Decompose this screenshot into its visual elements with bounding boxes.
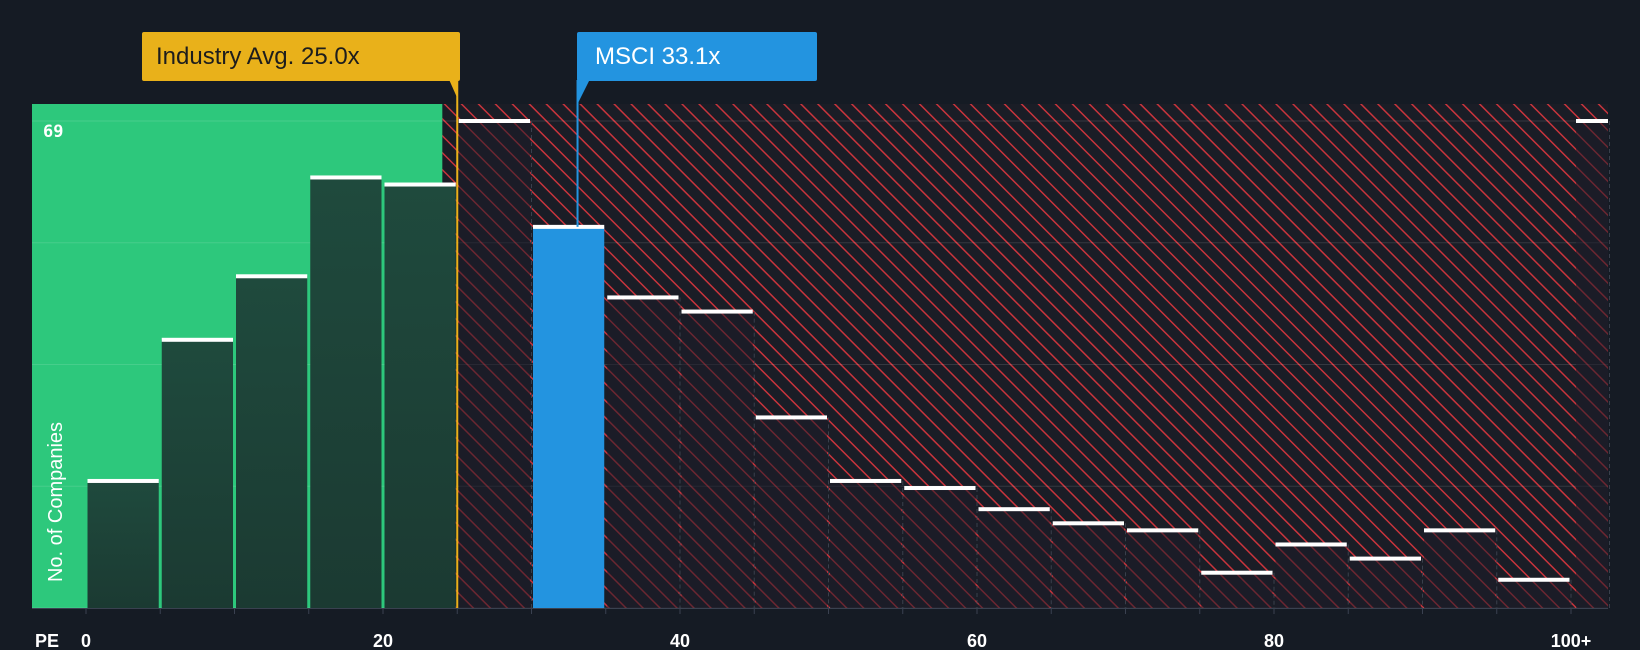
industry-avg-pointer [449, 80, 458, 98]
y-tick-label: 69 [43, 122, 63, 142]
bar-5-10 [161, 339, 233, 608]
bar-30-35 [533, 226, 605, 608]
bar-top-70 [1127, 528, 1199, 533]
bar-15-20 [310, 177, 382, 608]
bar-top-50 [830, 478, 902, 483]
bar-75-80 [1201, 572, 1273, 608]
x-tick-label: 0 [81, 631, 91, 650]
bar-70-75 [1127, 530, 1199, 608]
industry-avg-callout: Industry Avg. 25.0x [142, 32, 460, 81]
y-axis-label: No. of Companies [45, 422, 67, 582]
bar-top-90 [1424, 528, 1496, 533]
bar-top-65 [1052, 521, 1124, 526]
bar-90-95 [1424, 530, 1496, 608]
bar-top-100 [1576, 119, 1608, 123]
industry-avg-label: Industry Avg. 25.0x [156, 43, 360, 70]
x-tick-label: 100+ [1551, 631, 1592, 650]
bar-top-95 [1498, 577, 1570, 582]
bar-top-0 [87, 478, 159, 483]
bar-100-102.5 [1576, 121, 1608, 608]
bar-top-5 [161, 337, 233, 342]
bar-top-30 [533, 224, 605, 229]
bar-top-20 [384, 182, 456, 187]
bar-85-90 [1349, 558, 1421, 608]
bar-top-40 [681, 309, 753, 314]
bar-10-15 [236, 276, 308, 608]
bar-top-35 [607, 295, 679, 300]
bar-top-75 [1201, 570, 1273, 575]
x-tick-label: 80 [1264, 631, 1284, 650]
bar-top-85 [1349, 556, 1421, 561]
x-tick-label: 20 [373, 631, 393, 650]
bar-60-65 [978, 509, 1050, 608]
bar-35-40 [607, 297, 679, 608]
x-tick-label: 60 [967, 631, 987, 650]
bar-top-10 [236, 274, 308, 279]
bar-top-25 [458, 119, 530, 123]
company-pe-label: MSCI 33.1x [595, 43, 721, 70]
bar-80-85 [1275, 544, 1347, 608]
x-axis-label: PE [35, 631, 59, 650]
x-tick-label: 40 [670, 631, 690, 650]
company-pe-pointer [577, 80, 590, 104]
bar-top-15 [310, 175, 382, 180]
bar-top-55 [904, 486, 976, 491]
bar-95-100 [1498, 579, 1570, 608]
bar-top-80 [1275, 542, 1347, 547]
bar-40-45 [681, 311, 753, 608]
bar-25-30 [458, 121, 530, 608]
bar-55-60 [904, 488, 976, 608]
bar-top-60 [978, 507, 1050, 512]
bar-20-25 [384, 184, 456, 609]
bar-45-50 [755, 417, 827, 608]
bar-top-45 [755, 415, 827, 420]
bar-65-70 [1052, 523, 1124, 608]
bar-0-5 [87, 480, 159, 608]
company-pe-callout: MSCI 33.1x [577, 32, 817, 81]
bar-50-55 [830, 480, 902, 608]
